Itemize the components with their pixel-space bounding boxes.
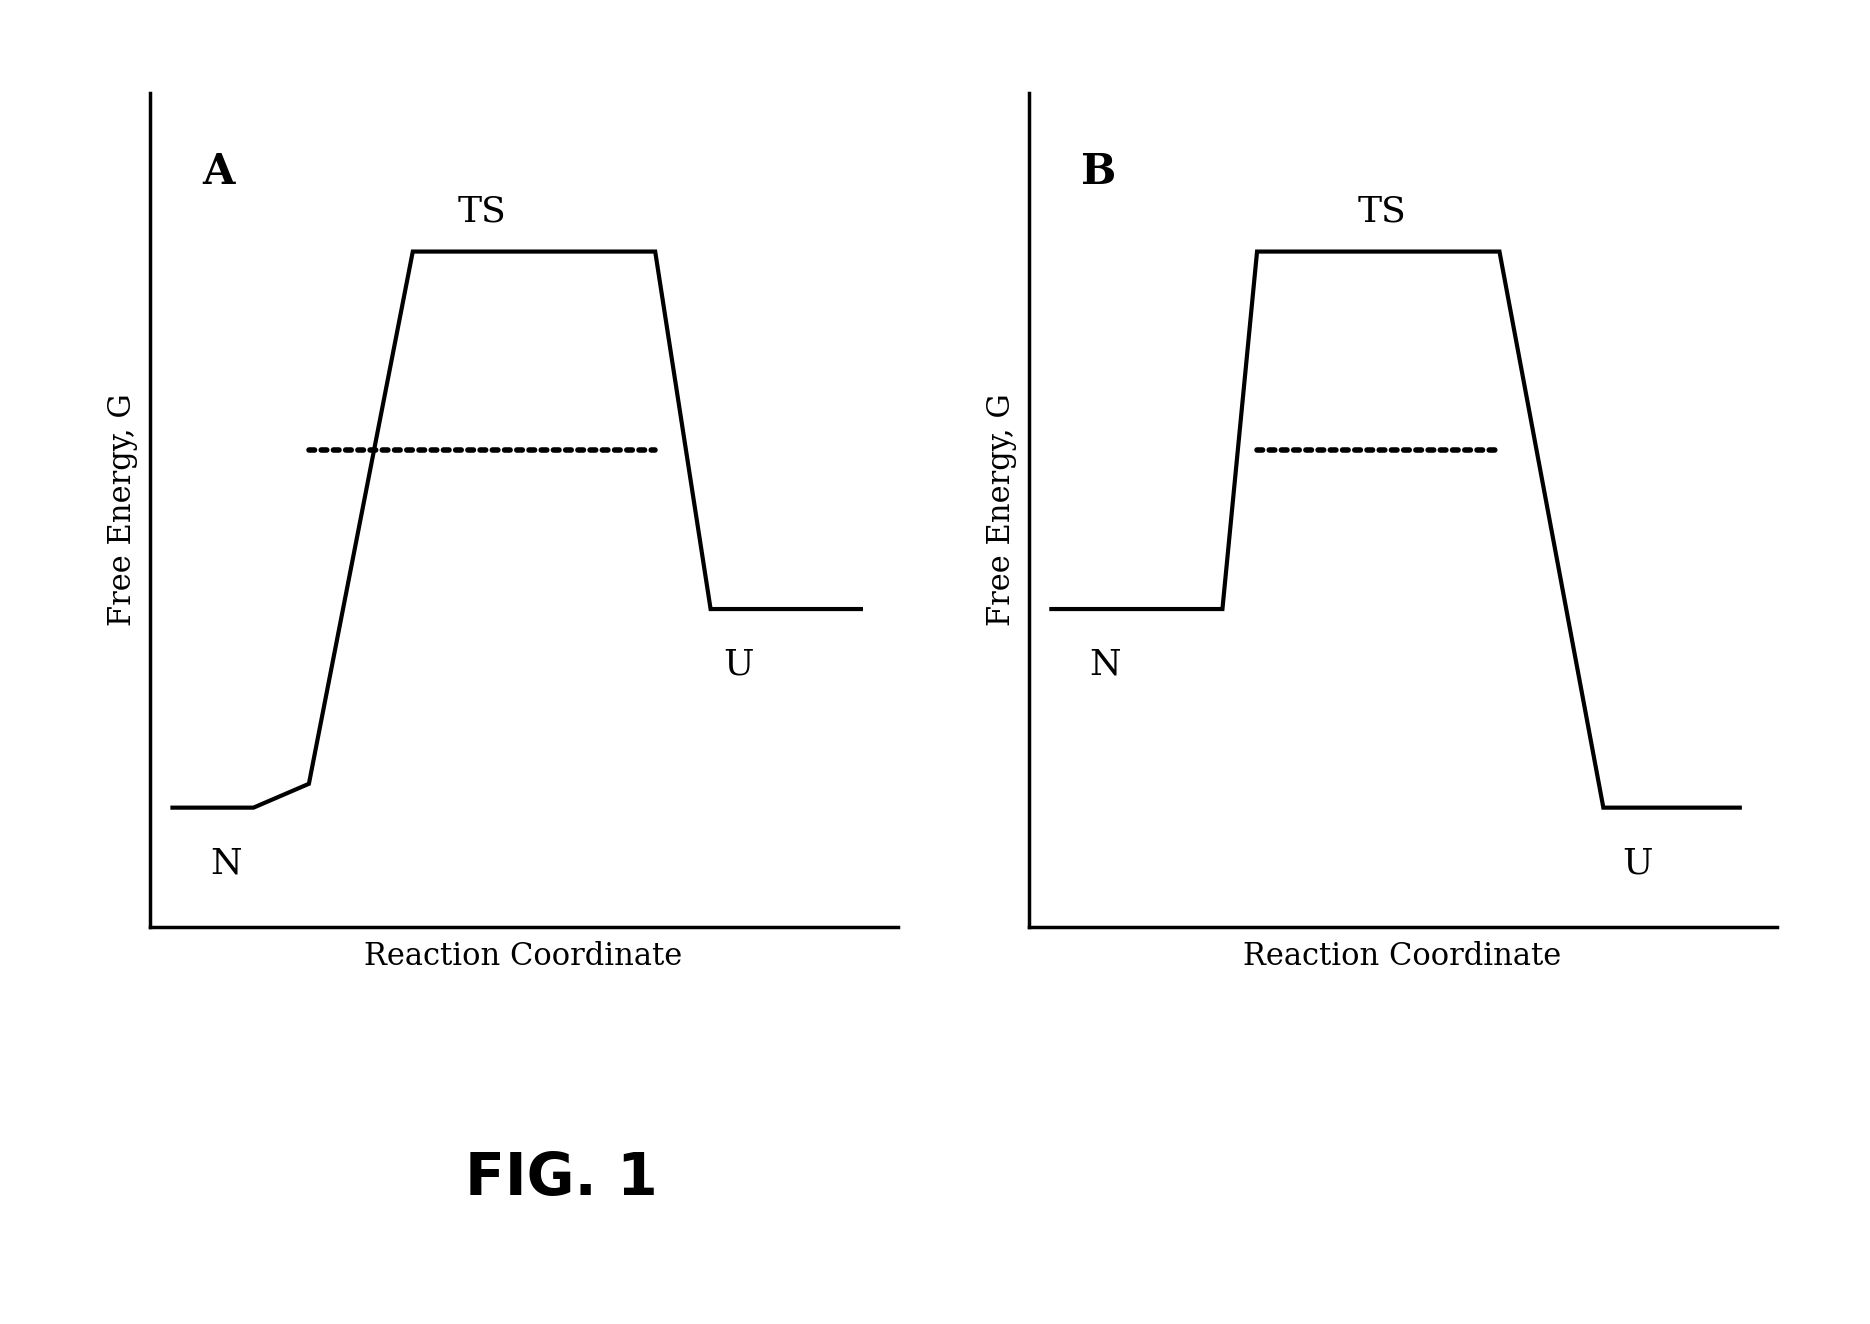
Text: TS: TS	[458, 195, 507, 229]
Y-axis label: Free Energy, G: Free Energy, G	[985, 393, 1017, 626]
X-axis label: Reaction Coordinate: Reaction Coordinate	[1244, 940, 1561, 972]
Y-axis label: Free Energy, G: Free Energy, G	[107, 393, 138, 626]
X-axis label: Reaction Coordinate: Reaction Coordinate	[365, 940, 683, 972]
Text: U: U	[724, 647, 754, 682]
Text: FIG. 1: FIG. 1	[464, 1149, 658, 1207]
Text: N: N	[209, 846, 241, 880]
Text: N: N	[1088, 647, 1120, 682]
Text: B: B	[1081, 151, 1116, 193]
Text: TS: TS	[1358, 195, 1406, 229]
Text: A: A	[202, 151, 234, 193]
Text: U: U	[1623, 846, 1653, 880]
